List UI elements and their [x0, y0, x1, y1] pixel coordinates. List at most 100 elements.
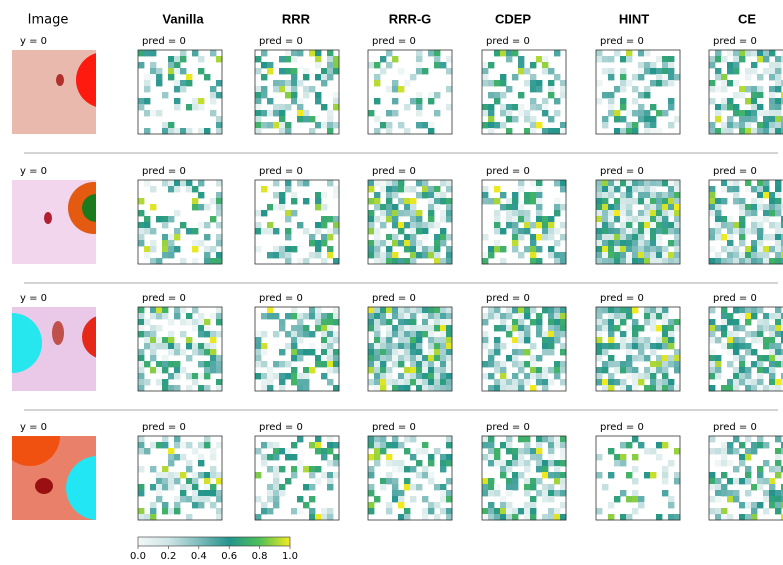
heatmap-cell [180, 258, 186, 264]
heatmap-cell [668, 337, 674, 343]
heatmap-cell [198, 361, 204, 367]
heatmap-cell [763, 490, 769, 496]
heatmap-cell [374, 204, 380, 210]
heatmap-cell [602, 307, 608, 313]
heatmap-cell [727, 246, 733, 252]
heatmap-cell [374, 337, 380, 343]
heatmap-cell [216, 80, 222, 86]
heatmap-cell [524, 331, 530, 337]
heatmap-cell [733, 367, 739, 373]
heatmap-cell [315, 74, 321, 80]
heatmap-cell [608, 234, 614, 240]
heatmap-cell [374, 180, 380, 186]
heatmap-cell [709, 319, 715, 325]
heatmap-cell [650, 367, 656, 373]
heatmap-cell [279, 349, 285, 355]
heatmap-cell [374, 325, 380, 331]
heatmap-cell [602, 222, 608, 228]
heatmap-cell [321, 508, 327, 514]
heatmap-cell [186, 484, 192, 490]
heatmap-cell [542, 128, 548, 134]
heatmap-cell [548, 496, 554, 502]
heatmap-cell [512, 454, 518, 460]
heatmap-cell [333, 331, 339, 337]
heatmap-cell [416, 325, 422, 331]
image-feature [56, 74, 64, 86]
heatmap-cell [321, 234, 327, 240]
heatmap-cell [273, 192, 279, 198]
heatmap-cell [404, 331, 410, 337]
heatmap-cell [727, 478, 733, 484]
true-label: y = 0 [20, 36, 47, 47]
heatmap-cell [674, 367, 680, 373]
heatmap-cell [715, 367, 721, 373]
heatmap-cell [608, 252, 614, 258]
heatmap-cell [506, 56, 512, 62]
heatmap-cell [216, 385, 222, 391]
heatmap-cell [303, 180, 309, 186]
heatmap-cell [775, 116, 781, 122]
heatmap-cell [721, 86, 727, 92]
heatmap-cell [536, 454, 542, 460]
heatmap-cell [757, 92, 763, 98]
heatmap-cell [530, 234, 536, 240]
heatmap-cell [255, 496, 261, 502]
heatmap-cell [150, 68, 156, 74]
heatmap-cell [368, 216, 374, 222]
heatmap-cell [446, 56, 452, 62]
heatmap-cell [506, 502, 512, 508]
heatmap-cell [674, 198, 680, 204]
heatmap-cell [494, 349, 500, 355]
heatmap-cell [751, 442, 757, 448]
heatmap-cell [542, 343, 548, 349]
heatmap-cell [602, 68, 608, 74]
heatmap-cell [524, 68, 530, 74]
heatmap-cell [410, 198, 416, 204]
heatmap-cell [674, 385, 680, 391]
heatmap-cell [291, 325, 297, 331]
heatmap-cell [410, 454, 416, 460]
heatmap-cell [620, 128, 626, 134]
heatmap-cell [715, 104, 721, 110]
heatmap-cell [554, 240, 560, 246]
heatmap-cell [721, 472, 727, 478]
heatmap-cell [315, 307, 321, 313]
heatmap-cell [602, 204, 608, 210]
heatmap-cell [626, 343, 632, 349]
heatmap-cell [303, 86, 309, 92]
heatmap-cell [739, 234, 745, 240]
heatmap-cell [620, 331, 626, 337]
heatmap-cell [745, 514, 751, 520]
heatmap-cell [494, 508, 500, 514]
heatmap-cell [638, 104, 644, 110]
heatmap-cell [261, 373, 267, 379]
true-label: y = 0 [20, 166, 47, 177]
heatmap-cell [662, 180, 668, 186]
heatmap-cell [434, 192, 440, 198]
heatmap-cell [156, 367, 162, 373]
heatmap-cell [662, 110, 668, 116]
heatmap-cell [192, 343, 198, 349]
heatmap-cell [775, 128, 781, 134]
heatmap-cell [614, 210, 620, 216]
heatmap-cell [303, 116, 309, 122]
heatmap-cell [668, 496, 674, 502]
heatmap-cell [721, 198, 727, 204]
heatmap-cell [434, 222, 440, 228]
heatmap-cell [144, 252, 150, 258]
heatmap-cell [518, 349, 524, 355]
heatmap-cell [327, 50, 333, 56]
heatmap-cell [500, 74, 506, 80]
heatmap-cell [530, 343, 536, 349]
heatmap-cell [440, 337, 446, 343]
heatmap-cell [548, 252, 554, 258]
heatmap-cell [530, 192, 536, 198]
heatmap-cell [392, 466, 398, 472]
heatmap-cell [321, 216, 327, 222]
heatmap-cell [775, 502, 781, 508]
heatmap-cell [422, 246, 428, 252]
heatmap-cell [434, 367, 440, 373]
heatmap-cell [524, 436, 530, 442]
heatmap-cell [138, 442, 144, 448]
heatmap-cell [715, 68, 721, 74]
